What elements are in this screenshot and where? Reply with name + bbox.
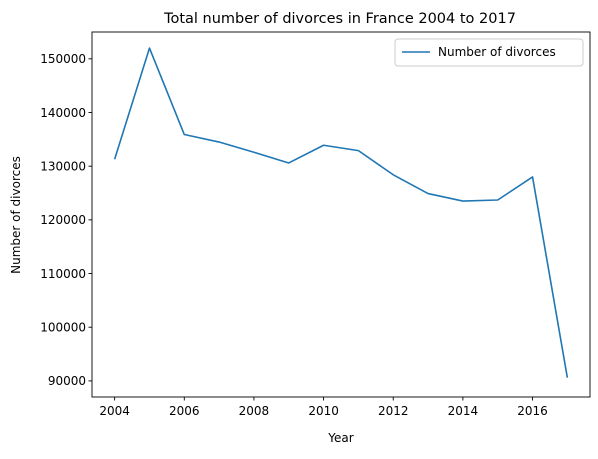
y-tick-label: 110000 <box>40 267 86 281</box>
x-tick-label: 2008 <box>239 404 270 418</box>
x-axis-label: Year <box>327 431 353 445</box>
legend-entry: Number of divorces <box>438 45 556 59</box>
y-tick-label: 120000 <box>40 213 86 227</box>
y-tick-label: 130000 <box>40 159 86 173</box>
x-tick-label: 2012 <box>378 404 409 418</box>
chart-title: Total number of divorces in France 2004 … <box>163 11 516 27</box>
x-tick-label: 2016 <box>517 404 548 418</box>
y-tick-label: 100000 <box>40 321 86 335</box>
y-tick-label: 90000 <box>48 374 86 388</box>
plot-area <box>92 32 590 397</box>
y-tick-label: 140000 <box>40 106 86 120</box>
x-tick-label: 2006 <box>169 404 200 418</box>
legend: Number of divorces <box>395 39 583 66</box>
x-tick-label: 2004 <box>99 404 130 418</box>
y-axis-label: Number of divorces <box>9 156 23 274</box>
y-tick-label: 150000 <box>40 52 86 66</box>
x-tick-label: 2010 <box>308 404 339 418</box>
x-tick-label: 2014 <box>448 404 479 418</box>
